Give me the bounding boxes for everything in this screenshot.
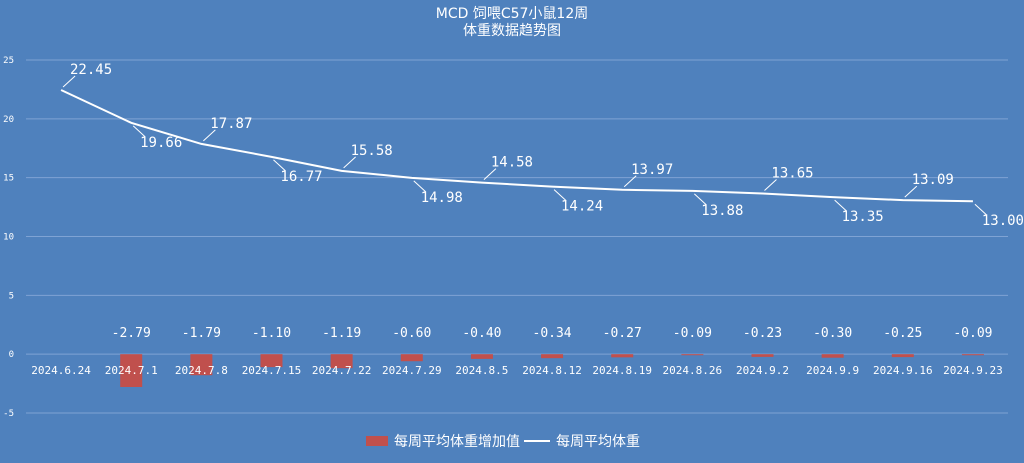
- data-label-leader: [132, 125, 146, 138]
- line-data-label: 16.77: [280, 169, 322, 185]
- line-data-label: 13.65: [771, 166, 813, 182]
- x-tick-label: 2024.7.1: [105, 364, 158, 377]
- series-line: [60, 89, 973, 203]
- data-label-leader: [273, 159, 286, 172]
- chart-title: MCD 饲喂C57小鼠12周: [435, 6, 589, 22]
- bar-data-label: -0.23: [743, 326, 782, 341]
- bar: [611, 354, 634, 358]
- data-label-leader: [764, 179, 777, 191]
- line-data-label: 19.66: [140, 135, 182, 151]
- legend-label-line: 每周平均体重: [556, 434, 640, 450]
- line-data-label: 14.58: [491, 155, 533, 171]
- bar-data-label: -1.79: [182, 326, 221, 341]
- bar: [330, 354, 353, 369]
- x-tick-label: 2024.9.23: [943, 364, 1003, 377]
- bar-data-label: -0.34: [533, 326, 572, 341]
- bar-data-label: -1.19: [322, 326, 361, 341]
- data-label-leader: [553, 189, 567, 201]
- legend-label-bar: 每周平均体重增加值: [394, 434, 520, 450]
- x-tick-label: 2024.8.12: [522, 364, 582, 377]
- bar: [260, 354, 283, 368]
- y-tick-label: 25: [3, 56, 14, 66]
- data-label-leader: [343, 156, 356, 169]
- data-label-leader: [413, 180, 427, 193]
- bar: [891, 354, 914, 358]
- bar: [120, 354, 143, 387]
- data-label-leader: [203, 129, 216, 142]
- line-data-label: 14.24: [561, 199, 603, 215]
- line-data-label: 15.58: [351, 143, 393, 159]
- y-tick-label: 0: [9, 350, 14, 360]
- line-data-label: 14.98: [421, 190, 463, 206]
- data-label-leader: [834, 199, 847, 212]
- bar-data-label: -1.10: [252, 326, 291, 341]
- x-tick-label: 2024.8.26: [663, 364, 723, 377]
- legend-swatch-line: [524, 440, 550, 442]
- bar-data-label: -0.30: [813, 326, 852, 341]
- bar-data-label: -2.79: [112, 326, 151, 341]
- chart-legend: 每周平均体重增加值 每周平均体重: [366, 431, 640, 451]
- bar-data-label: -0.27: [603, 326, 642, 341]
- bar-data-label: -0.40: [462, 326, 501, 341]
- line-data-label: 22.45: [70, 62, 112, 78]
- y-tick-label: 5: [9, 291, 14, 301]
- line-data-label: 13.97: [631, 162, 673, 178]
- legend-swatch-bar: [366, 436, 388, 446]
- line-data-label: 17.87: [210, 116, 252, 132]
- line-data-label: 13.00: [982, 213, 1024, 229]
- chart-subtitle: 体重数据趋势图: [463, 23, 561, 39]
- x-tick-label: 2024.7.8: [175, 364, 228, 377]
- y-tick-label: 15: [3, 174, 14, 184]
- x-tick-label: 2024.8.19: [592, 364, 652, 377]
- data-label-leader: [483, 168, 497, 180]
- data-label-leader: [694, 193, 707, 206]
- data-label-leader: [62, 75, 76, 88]
- x-tick-label: 2024.9.2: [736, 364, 789, 377]
- bar-data-label: -0.09: [953, 326, 992, 341]
- data-label-leader: [904, 185, 918, 198]
- x-tick-label: 2024.7.29: [382, 364, 442, 377]
- bar-data-label: -0.25: [883, 326, 922, 341]
- x-tick-label: 2024.9.9: [806, 364, 859, 377]
- bar: [751, 354, 774, 357]
- x-tick-label: 2024.7.22: [312, 364, 372, 377]
- data-label-leader: [974, 203, 988, 216]
- bar-data-label: -0.60: [392, 326, 431, 341]
- y-tick-label: -5: [3, 409, 14, 419]
- x-tick-label: 2024.8.5: [455, 364, 508, 377]
- line-data-label: 13.88: [701, 203, 743, 219]
- x-tick-label: 2024.6.24: [31, 364, 91, 377]
- bar: [400, 354, 423, 362]
- bar: [190, 354, 213, 376]
- x-tick-label: 2024.7.15: [242, 364, 302, 377]
- y-tick-label: 10: [3, 233, 14, 243]
- bar: [681, 354, 704, 356]
- bar: [961, 354, 984, 356]
- bar-data-label: -0.09: [673, 326, 712, 341]
- y-tick-label: 20: [3, 115, 14, 125]
- bar: [821, 354, 844, 358]
- bar: [470, 354, 493, 359]
- line-data-label: 13.35: [842, 209, 884, 225]
- data-label-leader: [623, 175, 637, 188]
- line-data-label: 13.09: [912, 172, 954, 188]
- x-tick-label: 2024.9.16: [873, 364, 933, 377]
- bar: [541, 354, 564, 359]
